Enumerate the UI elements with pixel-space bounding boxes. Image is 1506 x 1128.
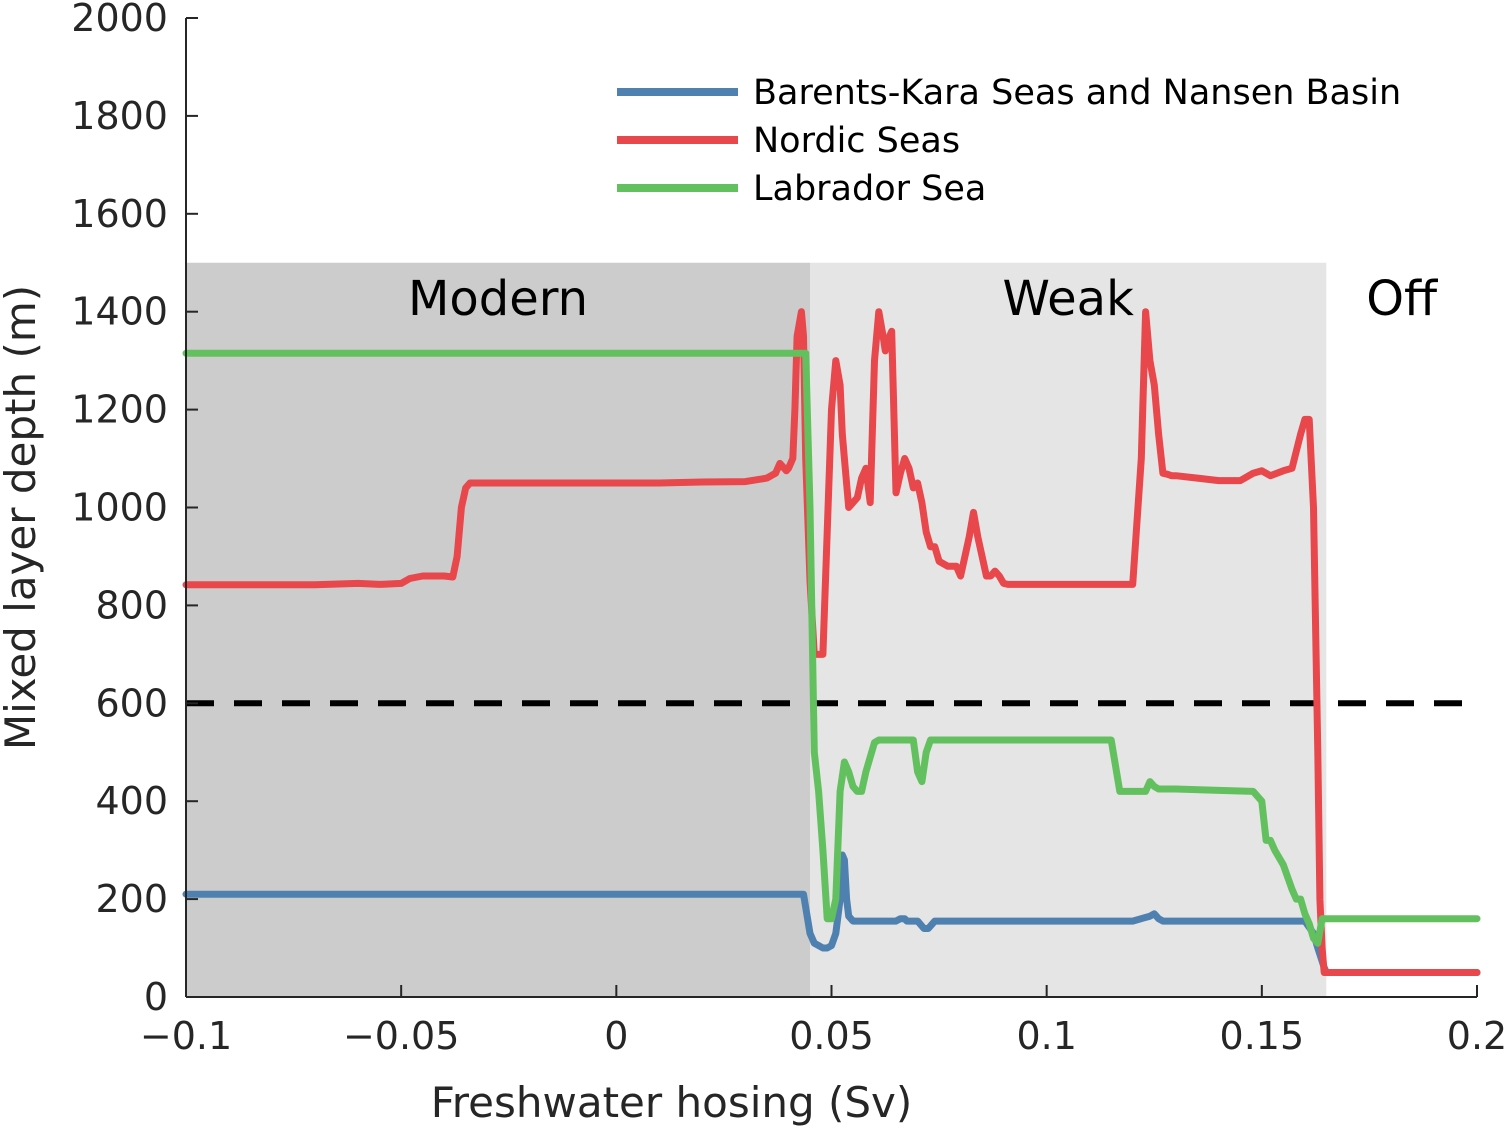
regime-labels: Modern Weak Off <box>408 271 1438 327</box>
legend-label-2: Labrador Sea <box>753 169 986 209</box>
series-layer <box>182 308 1481 976</box>
region-weak <box>809 262 1327 997</box>
y-tick-label: 1200 <box>71 388 168 432</box>
legend-label-1: Nordic Seas <box>753 121 960 161</box>
series-line-0 <box>182 851 1481 976</box>
region-modern <box>186 262 810 997</box>
series-line-2 <box>182 349 1481 947</box>
y-tick-label: 1400 <box>71 290 168 334</box>
region-label-weak: Weak <box>1002 271 1134 327</box>
series-line-1 <box>182 308 1481 976</box>
y-tick-label: 600 <box>95 681 168 725</box>
y-tick-label: 0 <box>144 975 168 1019</box>
x-tick-label: 0 <box>604 1014 628 1058</box>
legend-label-0: Barents-Kara Seas and Nansen Basin <box>753 73 1401 113</box>
x-tick-label: 0.15 <box>1220 1014 1305 1058</box>
y-tick-label: 1800 <box>71 94 168 138</box>
legend: Barents-Kara Seas and Nansen Basin Nordic… <box>617 73 1401 209</box>
x-tick-label: 0.2 <box>1447 1014 1506 1058</box>
y-tick-label: 2000 <box>71 0 168 40</box>
y-tick-label: 1000 <box>71 486 168 530</box>
y-axis-label: Mixed layer depth (m) <box>0 285 45 750</box>
x-tick-label: 0.1 <box>1016 1014 1076 1058</box>
y-tick-label: 1600 <box>71 192 168 236</box>
region-off <box>1326 262 1477 997</box>
x-tick-label: 0.05 <box>789 1014 874 1058</box>
region-label-off: Off <box>1366 271 1438 327</box>
region-label-modern: Modern <box>408 271 588 327</box>
x-tick-label: −0.1 <box>140 1014 232 1058</box>
x-tick-label: −0.05 <box>343 1014 459 1058</box>
y-tick-label: 800 <box>95 583 168 627</box>
x-axis-label: Freshwater hosing (Sv) <box>431 1078 913 1127</box>
y-tick-label: 400 <box>95 779 168 823</box>
y-tick-label: 200 <box>95 877 168 921</box>
